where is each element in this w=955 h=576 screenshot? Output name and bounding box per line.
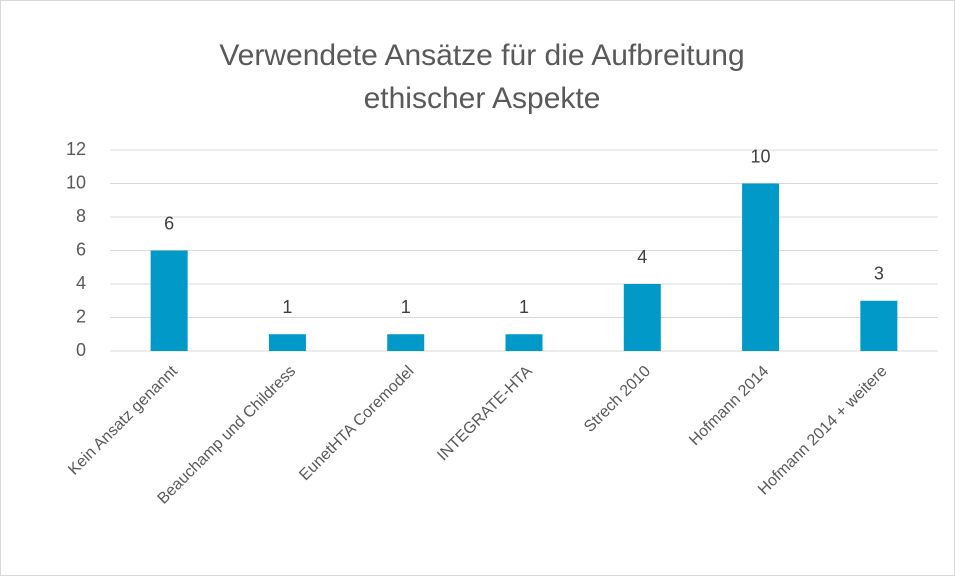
y-tick-label: 2 bbox=[76, 306, 86, 326]
bar bbox=[505, 334, 543, 351]
y-tick-label: 8 bbox=[76, 206, 86, 226]
bar bbox=[623, 284, 661, 351]
chart-title: ethischer Aspekte bbox=[364, 82, 601, 115]
y-tick-label: 12 bbox=[66, 139, 86, 159]
bar bbox=[387, 334, 425, 351]
data-label: 1 bbox=[282, 297, 292, 317]
data-label: 4 bbox=[637, 247, 647, 267]
data-label: 3 bbox=[874, 264, 884, 284]
y-tick-label: 10 bbox=[66, 172, 86, 192]
y-tick-label: 6 bbox=[76, 239, 86, 259]
data-label: 6 bbox=[164, 213, 174, 233]
y-tick-label: 0 bbox=[76, 340, 86, 360]
bar bbox=[268, 334, 306, 351]
bar bbox=[150, 250, 188, 351]
data-label: 10 bbox=[751, 146, 771, 166]
chart-title: Verwendete Ansätze für die Aufbreitung bbox=[219, 39, 744, 72]
bar bbox=[742, 183, 780, 351]
bar bbox=[860, 300, 898, 351]
y-tick-label: 4 bbox=[76, 273, 86, 293]
data-label: 1 bbox=[401, 297, 411, 317]
data-label: 1 bbox=[519, 297, 529, 317]
